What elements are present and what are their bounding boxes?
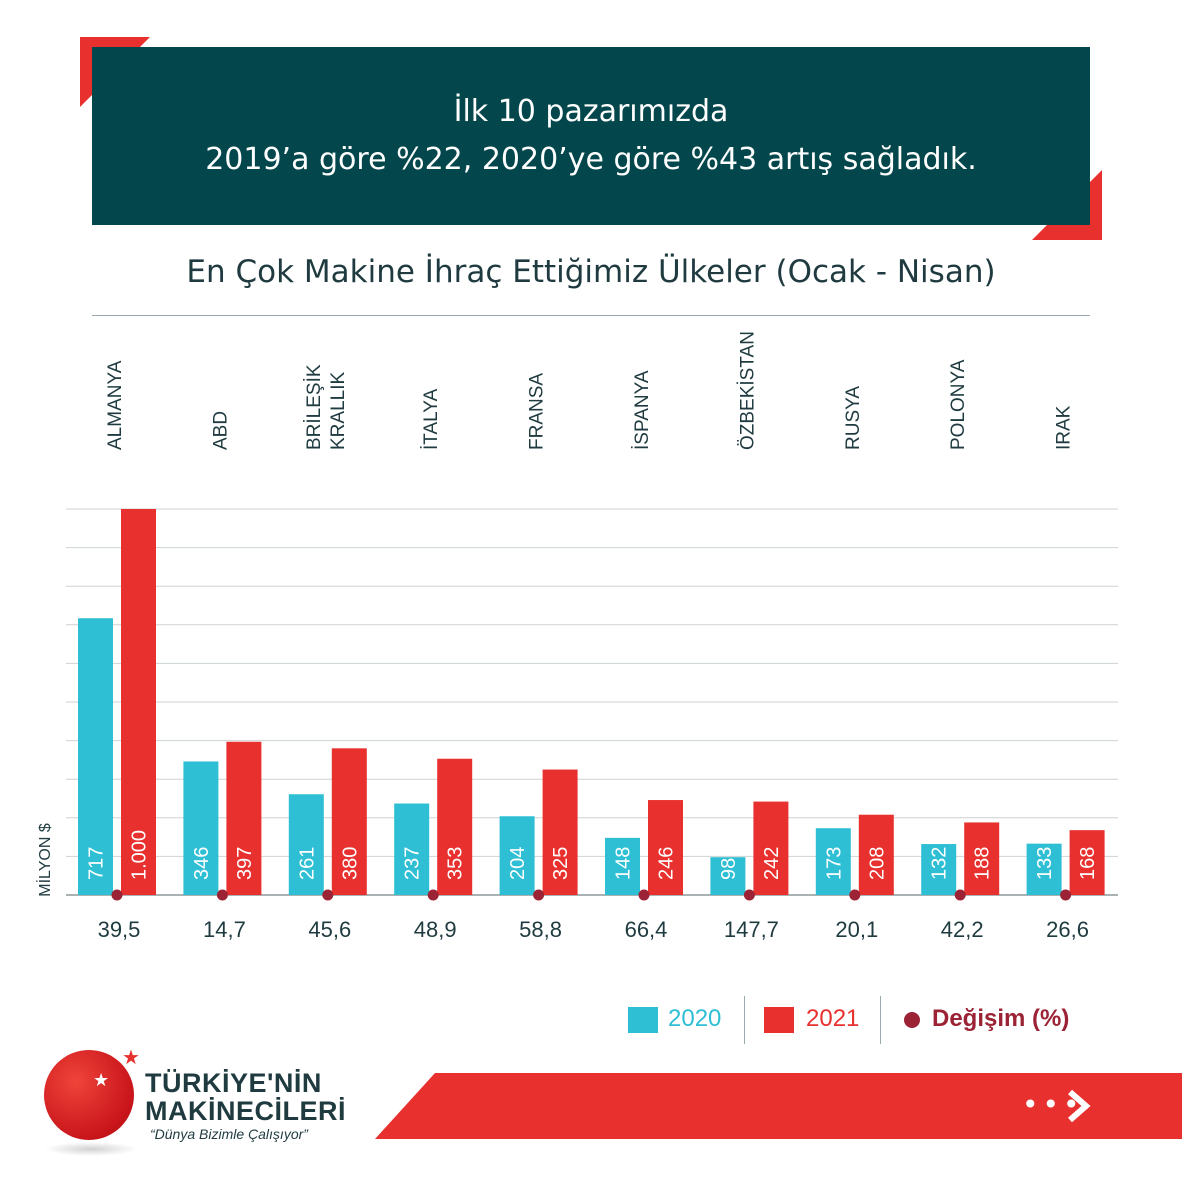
bar-value-label-2020: 717: [86, 847, 108, 880]
bar-2021: [858, 814, 894, 895]
change-dot: [954, 889, 966, 901]
bar-value-label-2020: 204: [507, 847, 529, 880]
brand-name-line-2: MAKİNECİLERİ: [145, 1096, 346, 1126]
bar-value-label-2020: 133: [1034, 847, 1056, 880]
change-dot: [322, 889, 334, 901]
change-value-label: 39,5: [98, 917, 141, 942]
star-icon: ★: [122, 1045, 140, 1069]
bar-value-label-2021: 208: [866, 847, 888, 880]
bar-2020: [78, 618, 113, 895]
change-value-label: 42,2: [941, 917, 984, 942]
change-value-label: 14,7: [203, 917, 246, 942]
chevron-right-icon[interactable]: [1064, 1089, 1094, 1123]
bar-2021: [121, 509, 156, 895]
bar-value-label-2020: 148: [613, 847, 635, 880]
bar-value-label-2020: 173: [823, 847, 845, 880]
legend-label-change: Değişim (%): [932, 1005, 1070, 1032]
bar-2021: [331, 748, 367, 895]
legend-dot-change: [904, 1012, 920, 1028]
change-dot: [638, 889, 650, 901]
bar-2021: [542, 769, 578, 895]
banner-title-line-2: 2019’a göre %22, 2020’ye göre %43 artış …: [205, 142, 977, 177]
change-value-label: 147,7: [724, 917, 779, 942]
star-icon: ★: [93, 1070, 110, 1091]
change-dot: [111, 889, 123, 901]
change-dot: [743, 889, 755, 901]
change-value-label: 58,8: [519, 917, 562, 942]
bar-2021: [648, 800, 683, 895]
header-banner: İlk 10 pazarımızda 2019’a göre %22, 2020…: [92, 47, 1090, 225]
category-label: ABD: [210, 411, 231, 450]
bar-value-label-2021: 397: [234, 847, 256, 880]
change-value-label: 20,1: [835, 917, 878, 942]
bar-value-label-2021: 325: [550, 847, 572, 880]
legend-swatch-2020: [628, 1007, 658, 1033]
logo-shadow: [44, 1142, 138, 1156]
bar-value-label-2020: 346: [191, 847, 213, 880]
bar-2021: [226, 741, 262, 895]
category-label: ÖZBEKİSTAN: [737, 331, 758, 450]
category-label: FRANSA: [527, 373, 548, 450]
bar-2020: [288, 794, 324, 895]
category-label: RUSYA: [843, 386, 864, 450]
title-divider: [92, 315, 1090, 316]
bar-value-label-2021: 353: [445, 847, 467, 880]
chart-title: En Çok Makine İhraç Ettiğimiz Ülkeler (O…: [186, 254, 996, 290]
bar-value-label-2021: 246: [656, 847, 678, 880]
bar-value-label-2021: 1.000: [129, 830, 151, 880]
change-value-label: 66,4: [625, 917, 668, 942]
change-value-label: 26,6: [1046, 917, 1089, 942]
category-label: KRALLIK: [328, 372, 349, 450]
bar-2020: [1026, 843, 1062, 895]
bar-value-label-2020: 98: [718, 858, 740, 880]
category-label: BRİLEŞİK: [304, 364, 325, 450]
legend: 2020 2021 Değişim (%): [620, 996, 1090, 1044]
change-dot: [533, 889, 545, 901]
bar-2021: [753, 801, 789, 895]
change-dot: [216, 889, 228, 901]
legend-label-2021: 2021: [806, 1005, 860, 1032]
legend-separator: [744, 996, 745, 1044]
legend-label-2020: 2020: [668, 1005, 722, 1032]
legend-swatch-2021: [764, 1007, 794, 1033]
bar-2020: [183, 761, 219, 895]
bar-2020: [394, 803, 430, 895]
y-axis-label: MİLYON $: [35, 823, 54, 897]
bar-value-label-2020: 237: [402, 847, 424, 880]
brand-tagline: “Dünya Bizimle Çalışıyor”: [150, 1126, 308, 1142]
next-page-bar[interactable]: [375, 1073, 1182, 1139]
legend-separator: [880, 996, 881, 1044]
banner-title-line-1: İlk 10 pazarımızda: [453, 94, 729, 129]
category-label: İTALYA: [421, 388, 442, 450]
bar-2020: [921, 844, 957, 895]
category-label: İSPANYA: [632, 370, 653, 450]
bar-value-label-2021: 188: [972, 847, 994, 880]
bar-value-label-2020: 261: [296, 847, 318, 880]
bar-2021: [964, 822, 1000, 895]
category-label: POLONYA: [948, 359, 969, 450]
bar-chart: MİLYON $ ALMANYA 717 1.000 39,5 ABD 346 397 14,7…: [35, 331, 1118, 942]
bar-2021: [1069, 830, 1105, 895]
category-label: ALMANYA: [105, 360, 126, 450]
change-dot: [849, 889, 861, 901]
change-dot: [427, 889, 439, 901]
change-value-label: 45,6: [308, 917, 351, 942]
bar-value-label-2020: 132: [929, 847, 951, 880]
bar-2020: [815, 828, 851, 895]
brand-name-line-1: TÜRKİYE'NİN: [145, 1068, 322, 1098]
bar-2020: [499, 816, 535, 895]
bar-value-label-2021: 380: [339, 847, 361, 880]
bar-2020: [605, 837, 640, 895]
change-dot: [1060, 889, 1072, 901]
bar-2021: [437, 758, 473, 895]
change-value-label: 48,9: [414, 917, 457, 942]
bar-value-label-2021: 242: [761, 847, 783, 880]
brand-logo-circle: [44, 1050, 134, 1140]
category-label: IRAK: [1054, 405, 1075, 450]
bar-value-label-2021: 168: [1077, 847, 1099, 880]
bar-2020: [710, 857, 746, 895]
